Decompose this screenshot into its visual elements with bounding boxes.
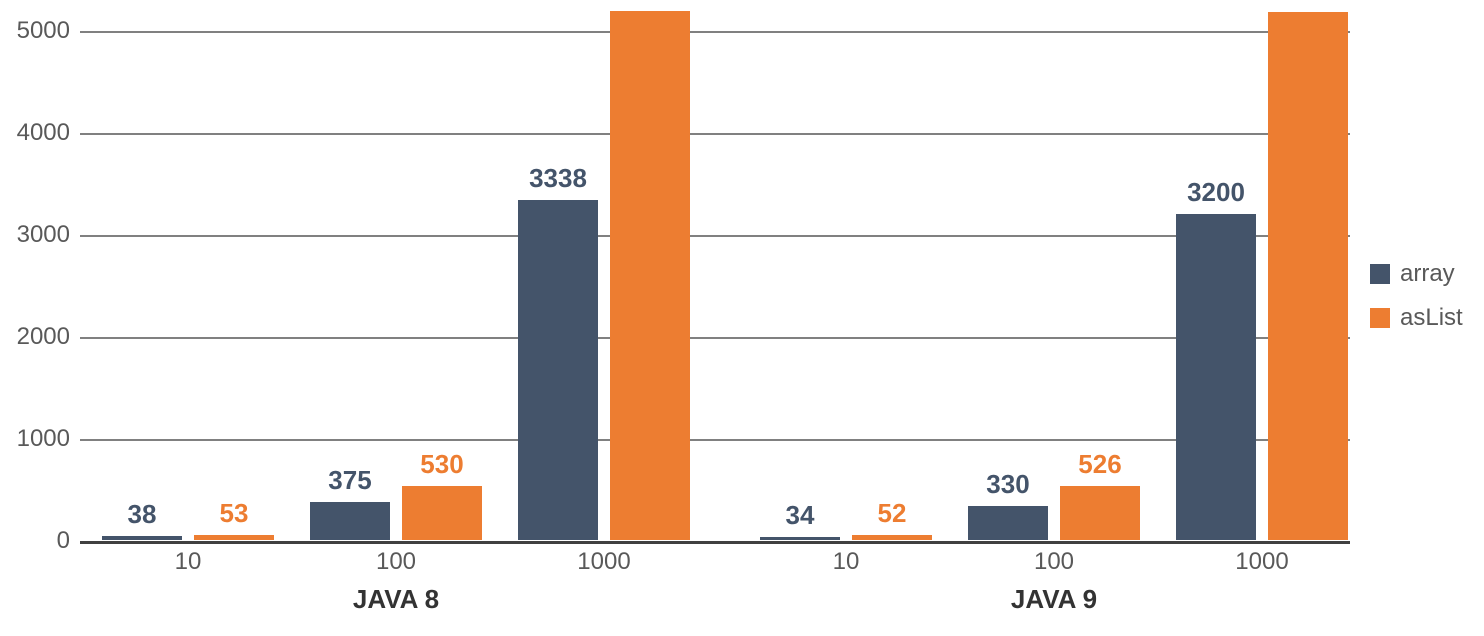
x-tick-label: 1000: [1235, 540, 1288, 576]
x-tick-label: 10: [833, 540, 860, 576]
y-tick-label: 3000: [17, 221, 80, 249]
y-tick-label: 0: [57, 527, 80, 555]
bar-value-label: 530: [420, 449, 463, 486]
bar-value-label: 375: [328, 465, 371, 502]
legend-label: asList: [1400, 304, 1463, 332]
gridline: [80, 31, 1350, 33]
bar-asList: 52: [852, 535, 932, 540]
gridline: [80, 235, 1350, 237]
bar-value-label: 3338: [529, 163, 587, 200]
bar-asList: 5177: [1268, 12, 1348, 540]
y-tick-label: 5000: [17, 17, 80, 45]
gridline: [80, 337, 1350, 339]
gridline: [80, 133, 1350, 135]
bar-array: 375: [310, 502, 390, 540]
bar-asList: 53: [194, 535, 274, 540]
bar-value-label: 330: [986, 469, 1029, 506]
group-label: JAVA 9: [1011, 540, 1097, 615]
plot-area: 0100020003000400050003853103755301003338…: [80, 10, 1350, 540]
bar-value-label: 3200: [1187, 177, 1245, 214]
bar-value-label: 526: [1078, 449, 1121, 486]
legend-label: array: [1400, 260, 1455, 288]
benchmark-chart: 0100020003000400050003853103755301003338…: [0, 0, 1484, 636]
bar-value-label: 38: [128, 499, 157, 536]
y-tick-label: 1000: [17, 425, 80, 453]
group-label: JAVA 8: [353, 540, 439, 615]
bar-value-label: 52: [878, 498, 907, 535]
y-tick-label: 2000: [17, 323, 80, 351]
bar-array: 3200: [1176, 214, 1256, 540]
gridline: [80, 439, 1350, 441]
bar-asList: 530: [402, 486, 482, 540]
bar-value-label: 34: [786, 500, 815, 537]
bar-value-label: 5177: [1279, 0, 1337, 12]
legend-swatch: [1370, 308, 1390, 328]
bar-array: 3338: [518, 200, 598, 540]
legend: array asList: [1370, 260, 1463, 332]
bar-value-label: 5193: [621, 0, 679, 11]
gridline: [80, 541, 1350, 544]
bar-array: 330: [968, 506, 1048, 540]
y-tick-label: 4000: [17, 119, 80, 147]
legend-swatch: [1370, 264, 1390, 284]
bar-array: 38: [102, 536, 182, 540]
legend-item-asList: asList: [1370, 304, 1463, 332]
bar-array: 34: [760, 537, 840, 540]
x-tick-label: 1000: [577, 540, 630, 576]
bar-asList: 5193: [610, 11, 690, 540]
x-tick-label: 10: [175, 540, 202, 576]
bar-value-label: 53: [220, 498, 249, 535]
bar-asList: 526: [1060, 486, 1140, 540]
legend-item-array: array: [1370, 260, 1463, 288]
